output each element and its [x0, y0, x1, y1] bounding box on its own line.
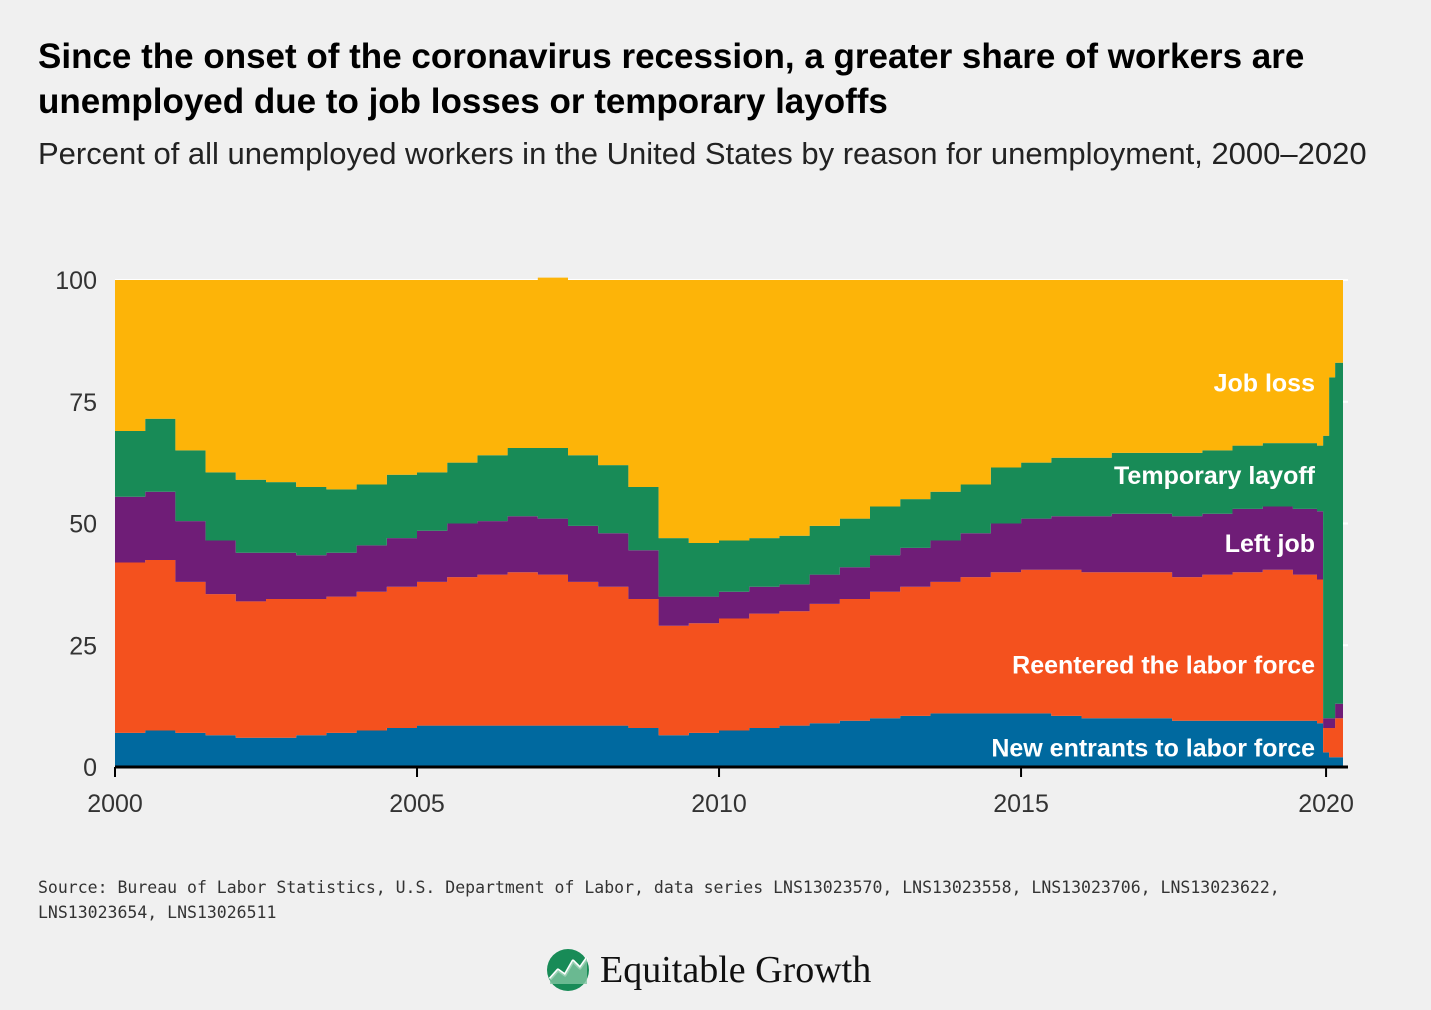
area-job_loss	[115, 277, 1343, 543]
area-temporary_layoff	[115, 362, 1343, 719]
x-tick-label-2020: 2020	[1298, 790, 1354, 818]
chart-subtitle: Percent of all unemployed workers in the…	[38, 136, 1367, 171]
area-new_entrants	[115, 713, 1343, 767]
chart-title: Since the onset of the coronavirus reces…	[38, 37, 1305, 121]
y-tick-label-25: 25	[69, 632, 97, 660]
y-tick-label-0: 0	[83, 754, 97, 782]
y-tick-label-50: 50	[69, 511, 97, 539]
x-tick-label-2005: 2005	[389, 790, 445, 818]
series-label-left_job: Left job	[1225, 530, 1315, 558]
series-label-job_loss: Job loss	[1214, 369, 1315, 397]
logo-text: Equitable Growth	[600, 949, 872, 991]
growth-chart-icon	[547, 949, 589, 991]
equitable-growth-logo: Equitable Growth	[546, 948, 871, 992]
x-tick-label-2000: 2000	[87, 790, 143, 818]
area-reentered	[115, 560, 1343, 758]
y-tick-label-75: 75	[69, 389, 97, 417]
stacked-area-chart: 0 25 50 75 100 2000 2005 2010 2015 2020 New entran…	[55, 267, 1354, 818]
source-note: Source: Bureau of Labor Statistics, U.S.…	[38, 878, 1280, 922]
x-tick-label-2010: 2010	[691, 790, 747, 818]
series-label-new_entrants: New entrants to labor force	[991, 735, 1315, 763]
x-tick-label-2015: 2015	[993, 790, 1049, 818]
series-label-temporary_layoff: Temporary layoff	[1114, 462, 1316, 490]
area-left_job	[115, 491, 1343, 728]
y-tick-label-100: 100	[55, 267, 97, 295]
series-label-reentered: Reentered the labor force	[1012, 652, 1315, 680]
